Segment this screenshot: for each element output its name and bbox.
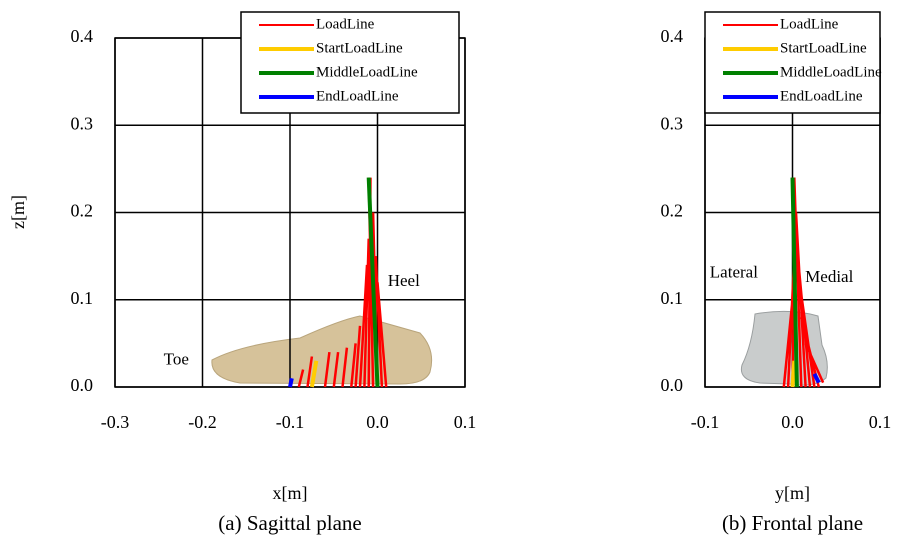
load-line	[366, 177, 380, 388]
x-tick-label: 0.0	[781, 412, 804, 432]
legend-label: StartLoadLine	[780, 40, 867, 56]
legend-label: EndLoadLine	[316, 88, 399, 104]
y-tick-label: 0.1	[71, 288, 94, 308]
legend-label: LoadLine	[780, 16, 839, 32]
x-tick-label: -0.1	[691, 412, 720, 432]
y-tick-label: 0.1	[661, 288, 684, 308]
load-line	[309, 360, 319, 388]
x-axis-label: x[m]	[273, 483, 308, 503]
annotation: Heel	[388, 271, 420, 290]
load-line	[288, 377, 294, 388]
annotation: Medial	[805, 267, 853, 286]
x-tick-label: 0.0	[366, 412, 389, 432]
x-tick-label: 0.1	[869, 412, 892, 432]
legend-label: EndLoadLine	[780, 88, 863, 104]
annotation: Lateral	[710, 262, 758, 281]
legend-label: MiddleLoadLine	[316, 64, 418, 80]
x-axis-label: y[m]	[775, 483, 810, 503]
x-tick-label: -0.1	[276, 412, 305, 432]
legend-label: StartLoadLine	[316, 40, 403, 56]
annotation: Toe	[164, 350, 189, 369]
caption: (a) Sagittal plane	[218, 511, 361, 535]
caption: (b) Frontal plane	[722, 511, 863, 535]
x-tick-label: 0.1	[454, 412, 477, 432]
load-line	[812, 372, 821, 384]
load-line	[297, 177, 388, 388]
y-tick-label: 0.0	[71, 375, 94, 395]
legend-label: MiddleLoadLine	[780, 64, 882, 80]
load-line	[790, 177, 799, 388]
x-tick-label: -0.3	[101, 412, 130, 432]
x-tick-label: -0.2	[188, 412, 217, 432]
y-axis-label: z[m]	[8, 195, 28, 229]
y-tick-label: 0.0	[661, 375, 684, 395]
foot-sagittal	[211, 315, 433, 385]
y-tick-label: 0.3	[71, 113, 94, 133]
load-line	[790, 360, 797, 388]
legend-box	[704, 11, 881, 114]
y-tick-label: 0.2	[71, 201, 94, 221]
y-tick-label: 0.4	[661, 26, 684, 46]
y-tick-label: 0.4	[71, 26, 94, 46]
legend-label: LoadLine	[316, 16, 375, 32]
y-tick-label: 0.3	[661, 113, 684, 133]
y-tick-label: 0.2	[661, 201, 684, 221]
